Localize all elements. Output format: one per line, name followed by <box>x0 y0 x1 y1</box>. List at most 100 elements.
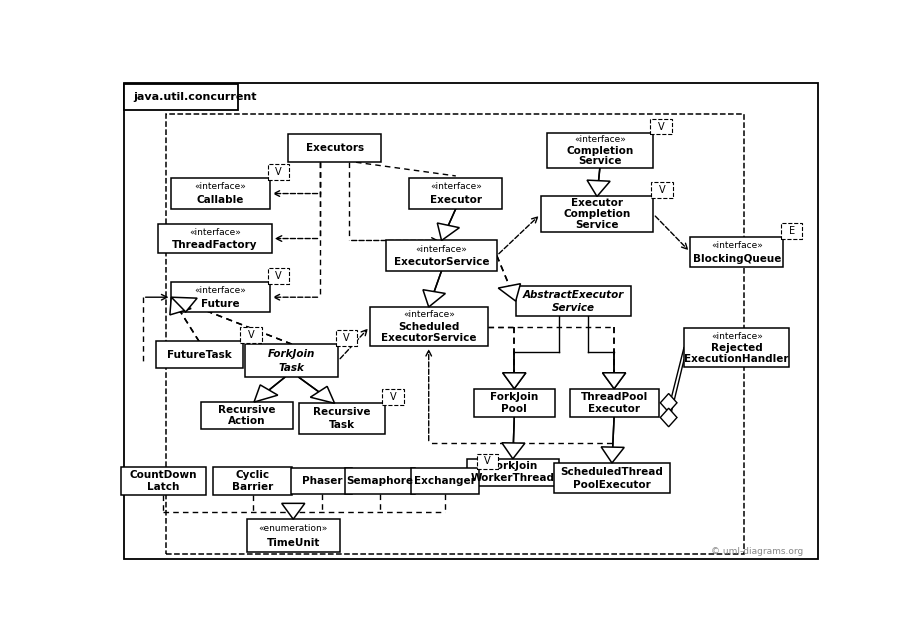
Text: AbstractExecutor: AbstractExecutor <box>522 290 623 300</box>
Text: BlockingQueue: BlockingQueue <box>692 254 780 264</box>
Text: Service: Service <box>577 156 621 166</box>
FancyBboxPatch shape <box>780 223 801 239</box>
Text: Executor: Executor <box>571 198 622 208</box>
Text: © uml-diagrams.org: © uml-diagrams.org <box>710 547 802 556</box>
Text: Latch: Latch <box>147 482 179 492</box>
Text: ExecutorService: ExecutorService <box>380 333 476 344</box>
Text: «interface»: «interface» <box>195 286 246 295</box>
FancyBboxPatch shape <box>155 342 243 368</box>
Text: Executor: Executor <box>429 195 482 205</box>
FancyBboxPatch shape <box>411 467 479 495</box>
Text: Cyclic: Cyclic <box>235 470 269 480</box>
Polygon shape <box>602 373 625 389</box>
FancyBboxPatch shape <box>547 133 652 168</box>
Text: ExecutionHandler: ExecutionHandler <box>684 354 789 364</box>
FancyBboxPatch shape <box>299 403 384 434</box>
FancyBboxPatch shape <box>245 344 338 377</box>
Text: TimeUnit: TimeUnit <box>267 538 320 548</box>
Text: «interface»: «interface» <box>415 244 467 253</box>
Text: java.util.concurrent: java.util.concurrent <box>132 91 256 102</box>
Text: Recursive: Recursive <box>312 407 370 417</box>
FancyBboxPatch shape <box>540 196 652 232</box>
FancyBboxPatch shape <box>466 459 559 486</box>
FancyBboxPatch shape <box>246 519 339 552</box>
Polygon shape <box>498 284 520 301</box>
Text: «interface»: «interface» <box>710 331 762 340</box>
Text: PoolExecutor: PoolExecutor <box>573 479 650 490</box>
FancyBboxPatch shape <box>650 119 671 135</box>
FancyBboxPatch shape <box>569 389 658 417</box>
Text: E: E <box>788 226 794 236</box>
Text: ForkJoin: ForkJoin <box>490 392 538 402</box>
Text: Completion: Completion <box>562 209 630 219</box>
Text: V: V <box>247 330 255 340</box>
FancyBboxPatch shape <box>171 178 269 209</box>
Polygon shape <box>586 180 609 196</box>
Polygon shape <box>437 223 459 241</box>
FancyBboxPatch shape <box>516 286 630 316</box>
Polygon shape <box>502 373 526 389</box>
Text: «interface»: «interface» <box>195 182 246 192</box>
Text: V: V <box>343 333 349 343</box>
Polygon shape <box>310 386 335 403</box>
Text: «interface»: «interface» <box>710 241 762 250</box>
FancyBboxPatch shape <box>171 282 269 312</box>
Text: Rejected: Rejected <box>710 342 762 352</box>
FancyBboxPatch shape <box>123 83 817 559</box>
FancyBboxPatch shape <box>288 134 380 163</box>
Text: Pool: Pool <box>501 404 527 414</box>
Text: Action: Action <box>228 417 266 426</box>
Text: V: V <box>275 167 281 177</box>
Text: V: V <box>658 185 664 195</box>
Text: Completion: Completion <box>565 145 633 156</box>
Text: Executors: Executors <box>305 143 363 153</box>
Text: ExecutorService: ExecutorService <box>393 257 489 267</box>
FancyBboxPatch shape <box>382 389 403 405</box>
FancyBboxPatch shape <box>267 164 289 180</box>
FancyBboxPatch shape <box>267 268 289 284</box>
FancyBboxPatch shape <box>240 328 262 343</box>
FancyBboxPatch shape <box>689 237 782 267</box>
Text: CountDown: CountDown <box>130 470 197 480</box>
Polygon shape <box>501 443 525 459</box>
Text: Executor: Executor <box>587 404 640 414</box>
Text: V: V <box>657 122 664 131</box>
Text: Exchanger: Exchanger <box>414 476 475 486</box>
Text: «interface»: «interface» <box>429 182 482 192</box>
FancyBboxPatch shape <box>473 389 554 417</box>
Text: ForkJoin: ForkJoin <box>488 462 537 471</box>
FancyBboxPatch shape <box>683 328 789 366</box>
Text: WorkerThread: WorkerThread <box>471 473 554 483</box>
Polygon shape <box>502 373 526 389</box>
Text: ThreadFactory: ThreadFactory <box>172 239 257 250</box>
FancyBboxPatch shape <box>123 84 237 110</box>
Text: «interface»: «interface» <box>403 310 454 319</box>
FancyBboxPatch shape <box>369 307 487 346</box>
Polygon shape <box>660 394 676 412</box>
Text: «interface»: «interface» <box>573 135 625 144</box>
Polygon shape <box>171 297 197 312</box>
Text: ScheduledThread: ScheduledThread <box>560 467 663 476</box>
Text: Scheduled: Scheduled <box>398 321 459 331</box>
Text: «enumeration»: «enumeration» <box>258 524 327 533</box>
Text: Barrier: Barrier <box>232 482 273 492</box>
Text: ForkJoin: ForkJoin <box>267 349 315 359</box>
Text: V: V <box>390 392 396 402</box>
Text: Recursive: Recursive <box>218 404 276 415</box>
FancyBboxPatch shape <box>335 330 357 345</box>
Polygon shape <box>281 504 304 519</box>
FancyBboxPatch shape <box>291 467 352 495</box>
Text: V: V <box>483 457 491 466</box>
Text: Phaser: Phaser <box>301 476 342 486</box>
FancyBboxPatch shape <box>201 402 292 429</box>
FancyBboxPatch shape <box>345 467 414 495</box>
Polygon shape <box>254 385 278 402</box>
Text: ThreadPool: ThreadPool <box>580 392 647 402</box>
Text: Service: Service <box>551 303 595 312</box>
Text: V: V <box>275 271 281 281</box>
Text: Task: Task <box>328 420 355 430</box>
Text: FutureTask: FutureTask <box>166 350 232 360</box>
Polygon shape <box>602 373 625 389</box>
Text: Semaphore: Semaphore <box>346 476 414 486</box>
FancyBboxPatch shape <box>386 241 496 271</box>
